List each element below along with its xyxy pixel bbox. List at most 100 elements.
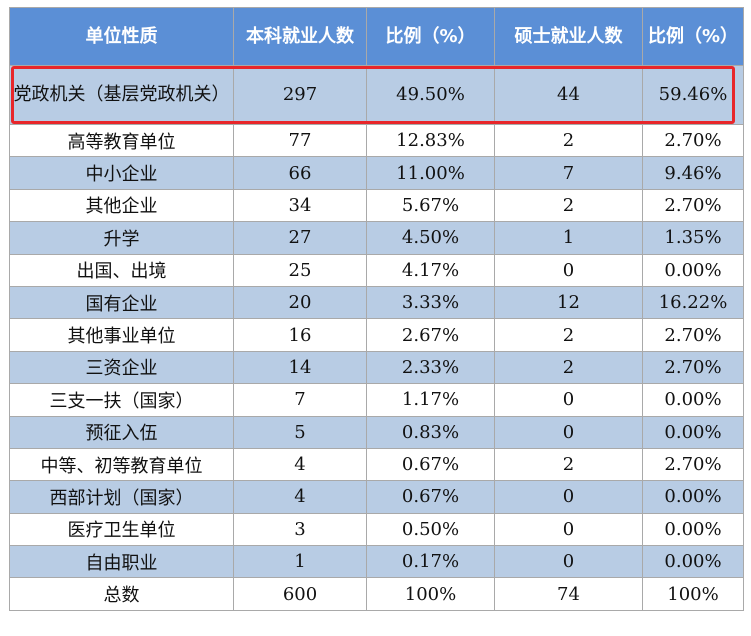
employment-table-container: 单位性质 本科就业人数 比例（%） 硕士就业人数 比例（%） 党政机关（基层党政… bbox=[9, 7, 744, 611]
cell-bachelor-ratio: 3.33% bbox=[366, 285, 495, 320]
cell-master-count: 1 bbox=[494, 221, 643, 255]
cell-bachelor-ratio: 2.67% bbox=[366, 318, 495, 352]
table-row: 预征入伍 5 0.83% 0 0.00% bbox=[9, 415, 744, 449]
cell-bachelor-count: 27 bbox=[233, 221, 367, 255]
cell-bachelor-count: 14 bbox=[233, 350, 367, 385]
cell-master-count: 0 bbox=[494, 415, 643, 449]
cell-master-ratio: 59.46% bbox=[642, 65, 744, 125]
cell-bachelor-count: 20 bbox=[233, 285, 367, 320]
cell-unit: 中小企业 bbox=[9, 156, 234, 190]
table-body: 党政机关（基层党政机关） 297 49.50% 44 59.46% 高等教育单位 77 12.… bbox=[9, 65, 744, 611]
header-master-count: 硕士就业人数 bbox=[494, 7, 643, 66]
cell-bachelor-ratio: 0.50% bbox=[366, 512, 495, 547]
cell-unit: 预征入伍 bbox=[9, 415, 234, 449]
cell-unit: 其他企业 bbox=[9, 188, 234, 223]
cell-unit: 医疗卫生单位 bbox=[9, 512, 234, 547]
cell-master-ratio: 2.70% bbox=[642, 318, 744, 352]
cell-unit: 西部计划（国家） bbox=[9, 480, 234, 514]
table-row: 其他事业单位 16 2.67% 2 2.70% bbox=[9, 318, 744, 352]
cell-unit: 党政机关（基层党政机关） bbox=[9, 65, 234, 125]
cell-master-count: 2 bbox=[494, 318, 643, 352]
cell-master-count: 0 bbox=[494, 512, 643, 547]
cell-master-ratio: 1.35% bbox=[642, 221, 744, 255]
cell-master-ratio: 0.00% bbox=[642, 545, 744, 579]
cell-bachelor-count: 3 bbox=[233, 512, 367, 547]
cell-master-ratio: 2.70% bbox=[642, 447, 744, 482]
cell-master-count: 44 bbox=[494, 65, 643, 125]
cell-bachelor-count: 66 bbox=[233, 156, 367, 190]
cell-bachelor-count: 297 bbox=[233, 65, 367, 125]
table-total-row: 总数 600 100% 74 100% bbox=[9, 577, 744, 611]
cell-master-ratio: 16.22% bbox=[642, 285, 744, 320]
cell-bachelor-ratio: 2.33% bbox=[366, 350, 495, 385]
cell-bachelor-ratio: 12.83% bbox=[366, 123, 495, 158]
cell-bachelor-count: 77 bbox=[233, 123, 367, 158]
cell-master-count: 0 bbox=[494, 253, 643, 287]
total-cell-bachelor-count: 600 bbox=[233, 577, 367, 611]
cell-master-count: 0 bbox=[494, 480, 643, 514]
cell-master-ratio: 0.00% bbox=[642, 480, 744, 514]
cell-bachelor-count: 16 bbox=[233, 318, 367, 352]
table-row: 自由职业 1 0.17% 0 0.00% bbox=[9, 545, 744, 579]
cell-unit: 自由职业 bbox=[9, 545, 234, 579]
cell-master-ratio: 9.46% bbox=[642, 156, 744, 190]
table-row: 其他企业 34 5.67% 2 2.70% bbox=[9, 188, 744, 223]
table-header-row: 单位性质 本科就业人数 比例（%） 硕士就业人数 比例（%） bbox=[9, 7, 744, 66]
cell-bachelor-ratio: 4.17% bbox=[366, 253, 495, 287]
employment-table: 单位性质 本科就业人数 比例（%） 硕士就业人数 比例（%） 党政机关（基层党政… bbox=[9, 7, 744, 611]
cell-master-ratio: 2.70% bbox=[642, 123, 744, 158]
cell-master-count: 2 bbox=[494, 350, 643, 385]
cell-master-count: 0 bbox=[494, 383, 643, 417]
cell-bachelor-ratio: 1.17% bbox=[366, 383, 495, 417]
cell-master-count: 2 bbox=[494, 447, 643, 482]
cell-bachelor-ratio: 0.17% bbox=[366, 545, 495, 579]
cell-unit: 三资企业 bbox=[9, 350, 234, 385]
cell-master-ratio: 0.00% bbox=[642, 415, 744, 449]
cell-master-count: 0 bbox=[494, 545, 643, 579]
cell-master-ratio: 2.70% bbox=[642, 350, 744, 385]
table-row: 西部计划（国家） 4 0.67% 0 0.00% bbox=[9, 480, 744, 514]
cell-master-ratio: 0.00% bbox=[642, 512, 744, 547]
header-master-ratio: 比例（%） bbox=[642, 7, 744, 66]
header-bachelor-count: 本科就业人数 bbox=[233, 7, 367, 66]
total-cell-unit: 总数 bbox=[9, 577, 234, 611]
cell-bachelor-count: 25 bbox=[233, 253, 367, 287]
cell-bachelor-count: 5 bbox=[233, 415, 367, 449]
cell-unit: 其他事业单位 bbox=[9, 318, 234, 352]
cell-unit: 中等、初等教育单位 bbox=[9, 447, 234, 482]
cell-master-ratio: 0.00% bbox=[642, 383, 744, 417]
table-row: 国有企业 20 3.33% 12 16.22% bbox=[9, 285, 744, 320]
cell-master-count: 12 bbox=[494, 285, 643, 320]
cell-bachelor-count: 34 bbox=[233, 188, 367, 223]
cell-unit: 升学 bbox=[9, 221, 234, 255]
cell-bachelor-ratio: 11.00% bbox=[366, 156, 495, 190]
table-row: 升学 27 4.50% 1 1.35% bbox=[9, 221, 744, 255]
cell-bachelor-ratio: 5.67% bbox=[366, 188, 495, 223]
table-row: 出国、出境 25 4.17% 0 0.00% bbox=[9, 253, 744, 287]
table-row: 中小企业 66 11.00% 7 9.46% bbox=[9, 156, 744, 190]
cell-bachelor-count: 7 bbox=[233, 383, 367, 417]
cell-unit: 三支一扶（国家） bbox=[9, 383, 234, 417]
cell-bachelor-count: 1 bbox=[233, 545, 367, 579]
total-cell-master-count: 74 bbox=[494, 577, 643, 611]
cell-master-count: 2 bbox=[494, 123, 643, 158]
cell-bachelor-ratio: 0.67% bbox=[366, 480, 495, 514]
cell-bachelor-ratio: 0.67% bbox=[366, 447, 495, 482]
table-row: 医疗卫生单位 3 0.50% 0 0.00% bbox=[9, 512, 744, 547]
total-cell-bachelor-ratio: 100% bbox=[366, 577, 495, 611]
cell-master-count: 7 bbox=[494, 156, 643, 190]
cell-master-ratio: 0.00% bbox=[642, 253, 744, 287]
header-unit-type: 单位性质 bbox=[9, 7, 234, 66]
table-row: 高等教育单位 77 12.83% 2 2.70% bbox=[9, 123, 744, 158]
cell-unit: 国有企业 bbox=[9, 285, 234, 320]
cell-unit: 出国、出境 bbox=[9, 253, 234, 287]
cell-unit: 高等教育单位 bbox=[9, 123, 234, 158]
cell-master-ratio: 2.70% bbox=[642, 188, 744, 223]
cell-bachelor-ratio: 49.50% bbox=[366, 65, 495, 125]
cell-bachelor-count: 4 bbox=[233, 447, 367, 482]
cell-bachelor-ratio: 0.83% bbox=[366, 415, 495, 449]
cell-bachelor-ratio: 4.50% bbox=[366, 221, 495, 255]
total-cell-master-ratio: 100% bbox=[642, 577, 744, 611]
cell-master-count: 2 bbox=[494, 188, 643, 223]
table-row: 三支一扶（国家） 7 1.17% 0 0.00% bbox=[9, 383, 744, 417]
